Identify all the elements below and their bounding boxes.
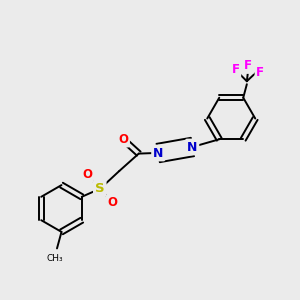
Text: O: O [118, 133, 128, 146]
Text: F: F [231, 63, 239, 76]
Text: F: F [244, 59, 252, 72]
Text: CH₃: CH₃ [46, 254, 63, 263]
Text: O: O [107, 196, 117, 209]
Text: S: S [95, 182, 105, 195]
Text: F: F [256, 66, 264, 79]
Text: O: O [82, 167, 92, 181]
Text: N: N [153, 146, 164, 160]
Text: N: N [187, 140, 197, 154]
